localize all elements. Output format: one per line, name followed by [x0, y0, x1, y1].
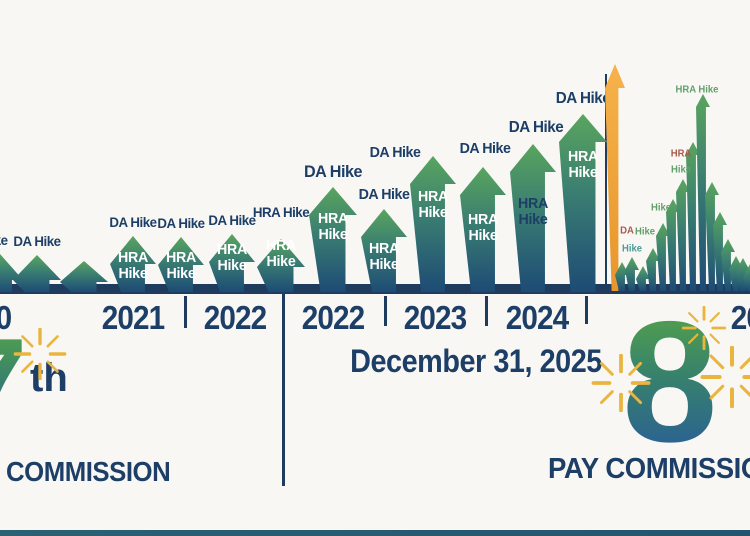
starburst-icon [682, 306, 726, 350]
hra-hike-inner-label: HRA Hike [517, 195, 549, 228]
hike-arrow-label: HRA Hike [252, 204, 310, 220]
tick-mark [183, 296, 187, 328]
future-hike-label: Hike [621, 243, 643, 255]
starburst-icon [13, 328, 67, 380]
section-divider [281, 294, 285, 486]
future-hike-arrow [743, 264, 750, 291]
hike-arrow-label: DA Hike [508, 119, 564, 136]
hike-arrow [410, 156, 456, 292]
hra-hike-inner-label: HRA Hike [265, 237, 297, 270]
bottom-edge-strip [0, 530, 750, 536]
event-date-text: December 31, 2025 [350, 343, 602, 379]
hike-arrow-label: DA Hike [555, 90, 611, 107]
hra-hike-inner-label: HRA Hike [216, 241, 248, 274]
hike-arrow-label: DA Hike [157, 215, 205, 231]
year-label: 2023 [403, 299, 467, 336]
hike-arrow-label: DA Hike [13, 233, 61, 249]
milestone-orange-arrow [605, 64, 625, 291]
tick-mark [584, 296, 588, 324]
starburst-icon [591, 354, 651, 412]
section-divider [605, 74, 607, 290]
hike-arrow-label: DA Hike [369, 144, 421, 161]
hra-hike-inner-label: HRA Hike [368, 240, 400, 273]
seventh-commission-label: COMMISSION [6, 456, 171, 487]
year-label: 2020 [0, 299, 12, 337]
hike-arrow-label: DA Hike [208, 212, 256, 228]
year-label: 2021 [101, 299, 165, 336]
hike-arrow [559, 114, 607, 292]
hike-arrow-label: DA Hike [0, 232, 8, 248]
future-hike-label: Hike [670, 164, 692, 176]
tick-mark [383, 296, 387, 326]
pay-commission-label: PAY COMMISSION [548, 453, 750, 485]
hra-hike-inner-label: HRA Hike [117, 249, 149, 282]
future-hike-label: Hike [634, 226, 656, 238]
year-label: 2022 [301, 299, 365, 336]
hike-arrow-label: DA Hike [358, 186, 410, 203]
year-label: 2024 [505, 299, 569, 336]
hra-hike-inner-label: HRA Hike [417, 188, 449, 221]
future-hike-label: HRA [670, 148, 692, 160]
hike-arrow-label: DA Hike [303, 162, 363, 181]
hra-hike-inner-label: HRA Hike [467, 211, 499, 244]
hra-hike-inner-label: HRA Hike [567, 148, 599, 181]
future-hike-label: Hike [650, 202, 672, 214]
hike-arrow-label: DA Hike [109, 214, 157, 230]
hike-arrow-label: DA Hike [459, 140, 511, 157]
future-hike-label: HRA Hike [675, 84, 719, 96]
year-label: 2026 [730, 299, 750, 336]
hra-hike-inner-label: HRA Hike [317, 210, 349, 243]
hra-hike-inner-label: HRA Hike [165, 249, 197, 282]
year-label: 2022 [203, 299, 267, 336]
future-hike-label: DA [620, 225, 634, 237]
seventh-pay-digit: 7 [0, 318, 28, 454]
starburst-icon [698, 346, 750, 408]
tick-mark [484, 296, 488, 326]
